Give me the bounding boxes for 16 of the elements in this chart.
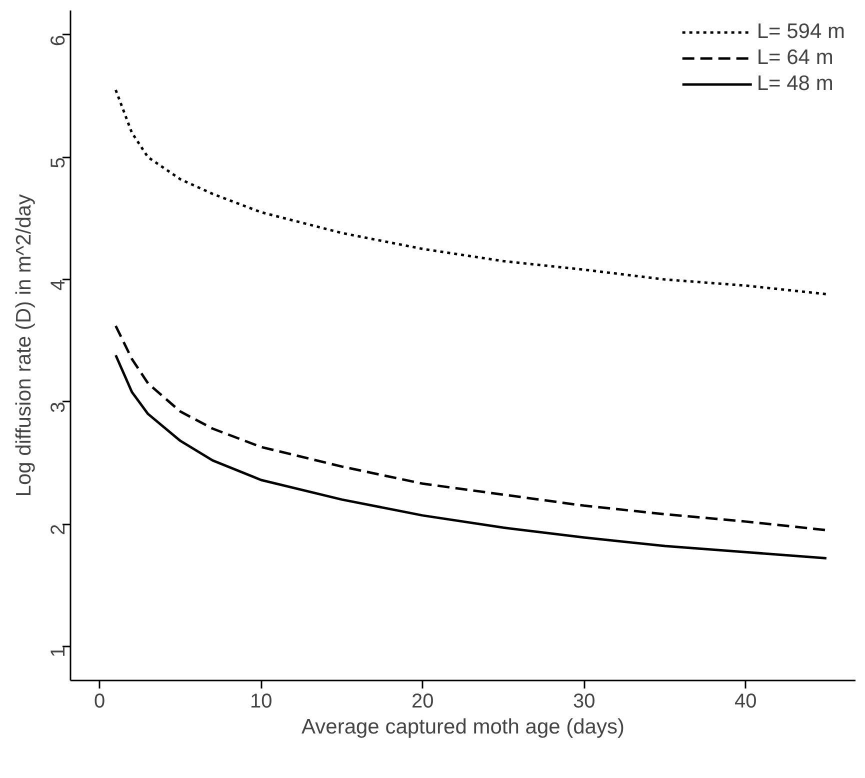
x-tick-label: 20 xyxy=(411,690,434,712)
y-tick-label: 6 xyxy=(48,34,70,46)
y-tick-label: 4 xyxy=(48,279,70,291)
y-axis-title: Log diffusion rate (D) in m^2/day xyxy=(12,194,36,497)
legend-label: L= 594 m xyxy=(756,20,845,44)
legend-label: L= 48 m xyxy=(756,72,834,96)
y-tick-label: 3 xyxy=(48,402,70,413)
x-axis-title: Average captured moth age (days) xyxy=(302,716,624,738)
y-tick-label: 5 xyxy=(48,157,70,168)
x-tick-label: 30 xyxy=(573,690,596,712)
y-tick-label: 1 xyxy=(48,646,70,658)
x-tick-label: 0 xyxy=(94,690,106,712)
legend-label: L= 64 m xyxy=(756,46,834,70)
y-tick-label: 2 xyxy=(48,524,70,536)
x-tick-label: 10 xyxy=(250,690,272,712)
x-tick-label: 40 xyxy=(734,690,757,712)
